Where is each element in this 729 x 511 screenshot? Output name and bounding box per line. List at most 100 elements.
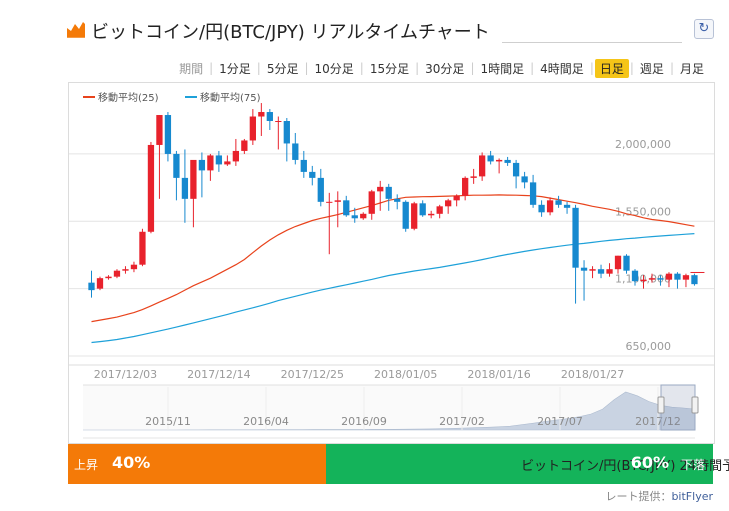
- period-button[interactable]: 30分足: [425, 61, 465, 76]
- candle-body: [326, 201, 333, 203]
- candle-body: [529, 182, 537, 205]
- rate-credit: レート提供：bitFlyer: [605, 488, 713, 504]
- candle-body: [563, 204, 571, 208]
- reload-button[interactable]: ↻: [694, 19, 714, 39]
- y-tick-label: 650,000: [626, 340, 672, 353]
- candle-body: [657, 278, 664, 280]
- y-tick-label: 1,550,000: [615, 205, 671, 218]
- ma75-line: [91, 233, 695, 344]
- candle-body: [317, 177, 324, 202]
- period-button[interactable]: 週足: [639, 61, 664, 76]
- candle-body: [648, 278, 656, 280]
- candle-body: [96, 278, 104, 289]
- title-row: ビットコイン/円(BTC/JPY) リアルタイムチャート ↻: [66, 16, 718, 44]
- reload-icon: ↻: [698, 21, 710, 36]
- navigator-handle: [691, 396, 699, 414]
- candlestick-chart[interactable]: 650,0001,100,0001,550,0002,000,0002017/1…: [69, 83, 714, 443]
- candle-body: [215, 155, 223, 165]
- navigator-tick-label: 2016/09: [341, 415, 387, 428]
- candle-body: [232, 150, 240, 162]
- vote-down-percent: 60%: [630, 453, 669, 472]
- x-tick-label: 2017/12/25: [281, 368, 344, 381]
- candle-body: [275, 121, 282, 123]
- period-button[interactable]: 1分足: [219, 61, 251, 76]
- credit-label: レート提供：: [605, 490, 672, 503]
- candle-body: [207, 155, 214, 171]
- period-button[interactable]: 月足: [679, 61, 704, 76]
- candle-body: [495, 159, 503, 162]
- vote-down-label: 下落: [680, 458, 705, 472]
- period-divider: |: [629, 61, 634, 75]
- candle-body: [156, 115, 163, 145]
- candle-body: [674, 273, 681, 280]
- candle-body: [436, 206, 443, 214]
- candle-body: [88, 282, 95, 291]
- period-divider: |: [669, 61, 674, 75]
- period-button[interactable]: 1時間足: [480, 61, 525, 76]
- period-divider: |: [530, 61, 535, 75]
- candle-body: [198, 159, 206, 171]
- candle-body: [623, 255, 630, 271]
- candle-body: [665, 273, 673, 280]
- candle-body: [555, 200, 562, 205]
- period-divider: |: [359, 61, 364, 75]
- candle-body: [283, 121, 290, 144]
- navigator-area: [83, 391, 696, 431]
- candle-body: [580, 267, 588, 271]
- candle-body: [309, 171, 316, 178]
- candle-body: [546, 200, 554, 213]
- page-title: ビットコイン/円(BTC/JPY) リアルタイムチャート: [91, 22, 490, 43]
- period-button[interactable]: 15分足: [369, 61, 410, 76]
- x-tick-label: 2018/01/27: [561, 368, 624, 381]
- candle-body: [122, 269, 129, 271]
- prediction-bar: 上昇 40% ビットコイン/円(BTC/JPY) 24時間予想 60% 下落: [68, 444, 729, 484]
- candle-body: [334, 200, 341, 202]
- candle-body: [521, 176, 528, 183]
- period-divider: |: [589, 61, 594, 75]
- candle-body: [343, 200, 350, 216]
- navigator-tick-label: 2017/12: [635, 415, 681, 428]
- period-button[interactable]: 10分足: [314, 61, 354, 76]
- candle-body: [181, 177, 189, 199]
- candle-body: [589, 269, 596, 271]
- candle-body: [266, 112, 273, 122]
- navigator-tick-label: 2015/11: [145, 415, 191, 428]
- candle-body: [292, 143, 299, 160]
- x-tick-label: 2018/01/16: [467, 368, 530, 381]
- prediction-title: ビットコイン/円(BTC/JPY) 24時間予想: [521, 459, 729, 474]
- period-divider: |: [304, 61, 309, 75]
- vote-down-button[interactable]: ビットコイン/円(BTC/JPY) 24時間予想 60% 下落: [326, 444, 729, 484]
- candle-body: [113, 270, 121, 277]
- period-button[interactable]: 5分足: [266, 61, 299, 76]
- navigator-tick-label: 2016/04: [243, 415, 289, 428]
- candle-body: [419, 203, 426, 216]
- candle-body: [190, 159, 197, 199]
- chart-panel: 650,0001,100,0001,550,0002,000,0002017/1…: [68, 82, 715, 444]
- candle-body: [394, 198, 401, 202]
- vote-up-button[interactable]: 上昇 40%: [68, 444, 326, 484]
- candle-body: [487, 155, 494, 162]
- candle-body: [682, 275, 690, 280]
- candle-body: [402, 201, 409, 229]
- period-divider: |: [209, 61, 214, 75]
- candle-body: [130, 264, 138, 270]
- candle-body: [597, 269, 605, 274]
- period-button[interactable]: 4時間足: [540, 61, 584, 76]
- candle-body: [411, 203, 418, 229]
- candle-body: [478, 155, 486, 177]
- candle-body: [385, 186, 392, 199]
- candle-body: [538, 204, 545, 213]
- x-tick-label: 2017/12/14: [187, 368, 250, 381]
- candle-body: [640, 279, 647, 282]
- candle-body: [360, 213, 367, 219]
- credit-brand-link[interactable]: bitFlyer: [671, 490, 713, 503]
- candle-body: [445, 200, 452, 207]
- x-tick-label: 2018/01/05: [374, 368, 437, 381]
- candle-body: [572, 207, 579, 268]
- candle-body: [300, 159, 307, 172]
- candle-body: [139, 231, 146, 265]
- candle-body: [164, 115, 172, 154]
- candle-body: [691, 275, 698, 285]
- period-button[interactable]: 日足: [594, 58, 629, 78]
- candle-body: [462, 177, 469, 196]
